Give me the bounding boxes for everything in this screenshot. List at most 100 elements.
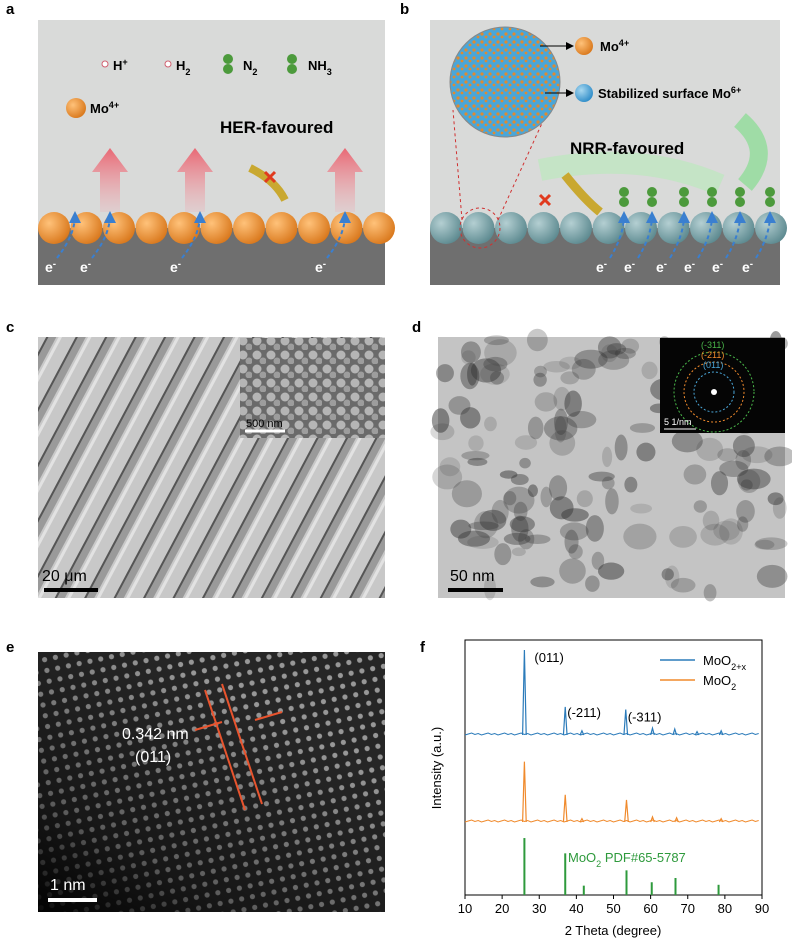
n2-atom: [765, 197, 775, 207]
n2-atom: [619, 197, 629, 207]
grain: [430, 423, 455, 441]
mo-sphere: [265, 212, 298, 244]
grain: [591, 551, 605, 570]
grain: [755, 537, 788, 550]
mo-sphere: [462, 212, 495, 244]
electron-path: [181, 211, 206, 259]
mo-sphere: [135, 212, 168, 244]
grain: [700, 523, 730, 546]
legend-entry: MoO2: [703, 673, 736, 692]
sem-inset: [240, 338, 385, 438]
grain: [767, 492, 784, 506]
grain: [514, 435, 538, 450]
baseline: [464, 819, 759, 823]
mo-sphere: [560, 212, 592, 244]
icon: [223, 54, 233, 64]
grain: [511, 547, 526, 557]
sphere-row: [38, 212, 395, 244]
grain: [754, 539, 775, 550]
grain: [467, 362, 478, 386]
mo-sphere: [592, 212, 625, 244]
mo-sphere: [298, 212, 330, 244]
label-part: 4+: [619, 38, 629, 48]
label-part: H: [113, 58, 122, 73]
label-part: -: [664, 259, 667, 270]
n2-arrow: [248, 164, 289, 202]
n2-atom: [735, 197, 745, 207]
label-part: H: [176, 58, 185, 73]
electron: e-: [80, 259, 91, 276]
icon: [101, 60, 109, 68]
scale-text: 500 nm: [246, 418, 283, 430]
grain: [661, 568, 674, 581]
grain: [511, 515, 529, 542]
grain: [549, 430, 576, 456]
grain: [703, 584, 717, 602]
particle: [449, 26, 561, 138]
grain: [460, 341, 481, 363]
grain: [503, 486, 535, 514]
ring-label: (-311): [701, 340, 724, 350]
electron-path: [326, 211, 351, 259]
grain: [670, 577, 696, 593]
grain: [624, 476, 638, 493]
peak: [562, 706, 568, 736]
grain: [450, 519, 472, 539]
icon: [287, 54, 297, 64]
label-part: -: [53, 259, 56, 270]
baseline: [464, 732, 759, 736]
n2-atom: [765, 187, 775, 197]
grain: [490, 371, 505, 385]
reference-label: MoO2 PDF#65-5787: [568, 850, 686, 869]
n2-atom: [679, 187, 689, 197]
label-part: -: [178, 259, 181, 270]
grain: [553, 386, 571, 411]
label-part: 6+: [731, 85, 741, 95]
label-part: e: [742, 259, 750, 275]
n2-arrow: [561, 172, 603, 216]
ring-label: (011): [703, 360, 723, 370]
label-part: NH: [308, 58, 327, 73]
label-part: -: [323, 259, 326, 270]
grain: [543, 360, 570, 373]
grain: [499, 470, 518, 479]
label-part: 4+: [109, 100, 119, 110]
electron-path: [669, 211, 690, 259]
icon: [287, 64, 297, 74]
x-axis-title: 2 Theta (degree): [565, 923, 662, 938]
grain: [696, 437, 724, 462]
species-label: Stabilized surface Mo6+: [598, 85, 741, 101]
x-tick-label: 70: [681, 901, 695, 916]
grain: [448, 396, 471, 415]
grain: [460, 407, 481, 429]
grain: [461, 450, 490, 461]
mo6-icon: [575, 84, 593, 102]
label-part: e: [315, 259, 323, 275]
grain: [534, 365, 547, 378]
grain: [527, 484, 538, 497]
saed-inset: [660, 338, 785, 433]
electron: e-: [742, 259, 753, 276]
electron: e-: [656, 259, 667, 276]
ring: [693, 371, 735, 413]
hrtem-shade: [38, 652, 385, 912]
x-tick-label: 50: [606, 901, 620, 916]
grain: [597, 336, 622, 359]
species-label: Mo4+: [600, 38, 629, 54]
icon: [164, 60, 172, 68]
grain: [574, 349, 608, 369]
grain: [756, 564, 788, 588]
label-part: MoO: [703, 653, 731, 668]
center-spot: [711, 389, 717, 395]
grain: [702, 510, 720, 531]
label-part: e: [712, 259, 720, 275]
grain: [588, 471, 615, 482]
legend-entry: H2: [176, 58, 190, 77]
grain: [559, 522, 589, 541]
grain: [737, 469, 761, 493]
label-part: e: [170, 259, 178, 275]
label-part: MoO: [703, 673, 731, 688]
label-part: e: [45, 259, 53, 275]
label-part: +: [122, 57, 127, 67]
